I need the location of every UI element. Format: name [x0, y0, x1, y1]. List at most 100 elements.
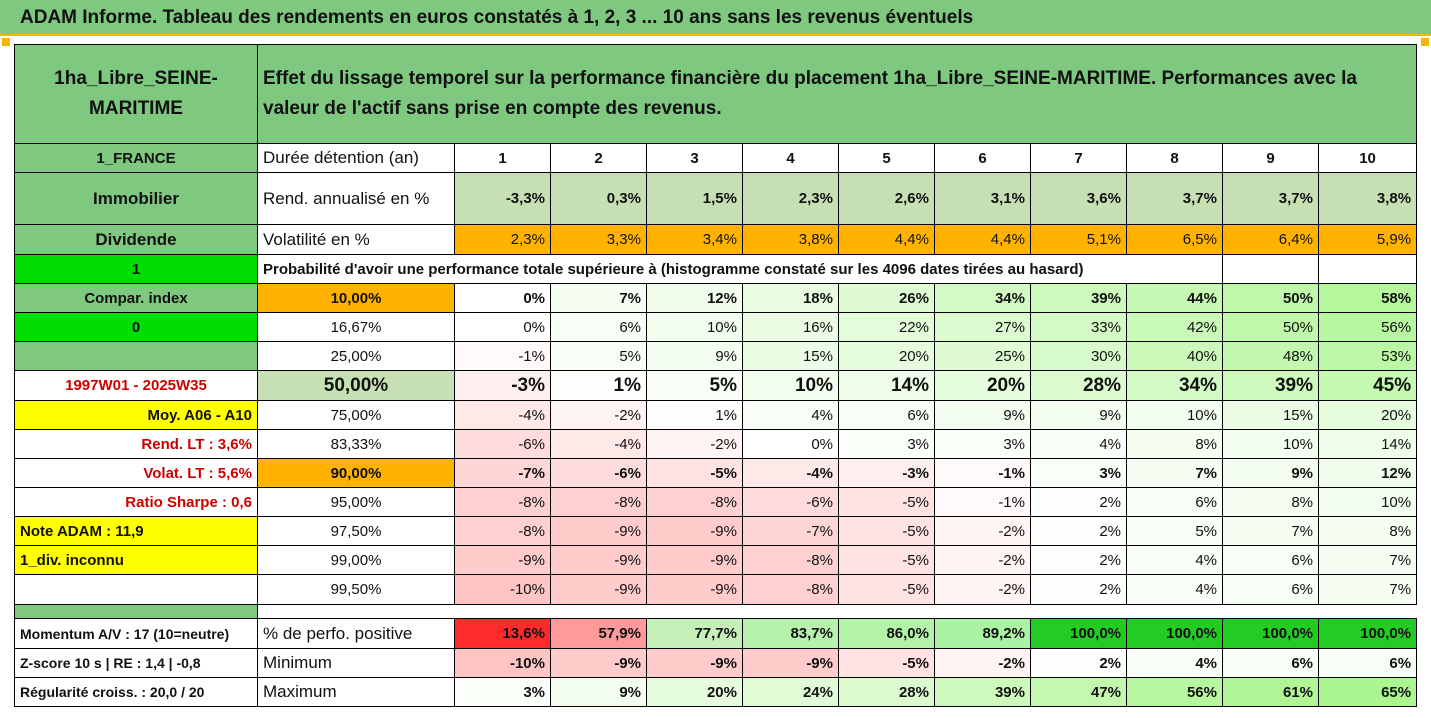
summary-value-cell: 39% [934, 677, 1031, 707]
percentile-label: 75,00% [257, 400, 455, 430]
year-cell: 1 [454, 143, 551, 173]
percentile-value-cell: 9% [934, 400, 1031, 430]
percentile-value-cell: 34% [1126, 370, 1223, 401]
percentile-value-cell: 6% [1222, 545, 1319, 575]
percentile-value-cell: 6% [1222, 574, 1319, 605]
percentile-value-cell: -4% [550, 429, 647, 459]
percentile-value-cell: -9% [550, 545, 647, 575]
summary-value-cell: -9% [742, 648, 839, 678]
percentile-value-cell: 3% [838, 429, 935, 459]
summary-value-cell: 6% [1222, 648, 1319, 678]
percentile-value-cell: 10% [1126, 400, 1223, 430]
percentile-value-cell: 6% [1126, 487, 1223, 517]
rend-row: Immobilier Rend. annualisé en % -3,3% 0,… [14, 172, 1418, 225]
percentile-label: 83,33% [257, 429, 455, 459]
year-cell: 8 [1126, 143, 1223, 173]
percentile-value-cell: 27% [934, 312, 1031, 342]
side-info-cell: 0 [14, 312, 258, 342]
percentile-value-cell: -9% [646, 545, 743, 575]
percentile-value-cell: 4% [742, 400, 839, 430]
asset-description: Effet du lissage temporel sur la perform… [256, 44, 1418, 144]
percentile-value-cell: -5% [838, 574, 935, 605]
percentile-value-cell: -1% [454, 341, 551, 371]
percentile-value-cell: 7% [1317, 574, 1418, 605]
vol-cell: 5,9% [1317, 224, 1418, 255]
summary-value-cell: 20% [646, 677, 743, 707]
empty-cell [1317, 254, 1418, 284]
summary-value-cell: 89,2% [934, 618, 1031, 649]
spacer-cell [257, 604, 1417, 619]
title-bar: ADAM Informe. Tableau des rendements en … [0, 0, 1431, 36]
empty-cell [1222, 254, 1319, 284]
percentile-value-cell: -10% [454, 574, 551, 605]
rend-cell: 2,3% [742, 172, 839, 225]
vol-cell: 4,4% [838, 224, 935, 255]
rend-cell: 3,8% [1317, 172, 1418, 225]
percentile-value-cell: 7% [1222, 516, 1319, 546]
percentile-value-cell: -7% [454, 458, 551, 488]
percentile-value-cell: 1% [646, 400, 743, 430]
percentile-value-cell: 1% [550, 370, 647, 401]
percentile-value-cell: 9% [1222, 458, 1319, 488]
percentile-row: 1_div. inconnu 99,00% -9% -9% -9% -8% -5% -2% 2%… [14, 545, 1418, 575]
percentile-value-cell: 48% [1222, 341, 1319, 371]
prob-header-row: 1 Probabilité d'avoir une performance to… [14, 254, 1418, 284]
percentile-value-cell: 25% [934, 341, 1031, 371]
percentile-value-cell: -8% [550, 487, 647, 517]
percentile-value-cell: -9% [646, 574, 743, 605]
percentile-value-cell: 12% [646, 283, 743, 313]
percentile-value-cell: 20% [838, 341, 935, 371]
summary-value-cell: 2% [1030, 648, 1127, 678]
percentile-value-cell: -1% [934, 458, 1031, 488]
percentile-value-cell: -5% [646, 458, 743, 488]
summary-value-cell: 100,0% [1222, 618, 1319, 649]
summary-side-cell: Momentum A/V : 17 (10=neutre) [14, 618, 258, 649]
percentile-value-cell: 4% [1126, 545, 1223, 575]
summary-value-cell: 28% [838, 677, 935, 707]
percentile-value-cell: 10% [1222, 429, 1319, 459]
percentile-value-cell: 15% [1222, 400, 1319, 430]
summary-value-cell: 57,9% [550, 618, 647, 649]
percentile-value-cell: 26% [838, 283, 935, 313]
summary-value-cell: 83,7% [742, 618, 839, 649]
percentile-value-cell: 3% [1030, 458, 1127, 488]
summary-row: Régularité croiss. : 20,0 / 20 Maximum 3% 9… [14, 677, 1418, 707]
percentile-row: 1997W01 - 2025W35 50,00% -3% 1% 5% 10% 14% 20% 2… [14, 370, 1418, 401]
percentile-value-cell: -7% [742, 516, 839, 546]
summary-value-cell: 9% [550, 677, 647, 707]
percentile-row: 99,50% -10% -9% -9% -8% -5% -2% 2% 4% 6% 7% [14, 574, 1418, 605]
summary-side-cell: Z-score 10 s | RE : 1,4 | -0,8 [14, 648, 258, 678]
percentile-value-cell: 9% [646, 341, 743, 371]
vol-row: Dividende Volatilité en % 2,3% 3,3% 3,4%… [14, 224, 1418, 255]
percentile-value-cell: 53% [1317, 341, 1418, 371]
percentile-label: 99,00% [257, 545, 455, 575]
vol-cell: 5,1% [1030, 224, 1127, 255]
percentile-label: 10,00% [257, 283, 455, 313]
summary-value-cell: 86,0% [838, 618, 935, 649]
summary-value-cell: 6% [1317, 648, 1418, 678]
percentile-value-cell: 39% [1030, 283, 1127, 313]
year-cell: 2 [550, 143, 647, 173]
rend-cell: 2,6% [838, 172, 935, 225]
percentile-row: 0 16,67% 0% 6% 10% 16% 22% 27% 33% 42% 50% 56% [14, 312, 1418, 342]
percentile-label: 95,00% [257, 487, 455, 517]
percentile-value-cell: 33% [1030, 312, 1127, 342]
percentile-value-cell: -3% [454, 370, 551, 401]
returns-table: 1ha_Libre_SEINE-MARITIME Effet du lissag… [14, 44, 1418, 707]
summary-value-cell: 100,0% [1317, 618, 1418, 649]
percentile-value-cell: 58% [1317, 283, 1418, 313]
percentile-value-cell: 10% [742, 370, 839, 401]
percentile-value-cell: 50% [1222, 283, 1319, 313]
percentile-value-cell: -6% [550, 458, 647, 488]
percentile-row: Volat. LT : 5,6% 90,00% -7% -6% -5% -4% -3% -1%… [14, 458, 1418, 488]
summary-value-cell: 47% [1030, 677, 1127, 707]
summary-value-cell: 65% [1317, 677, 1418, 707]
rend-label: Rend. annualisé en % [257, 172, 455, 225]
summary-value-cell: -5% [838, 648, 935, 678]
percentile-row: Compar. index 10,00% 0% 7% 12% 18% 26% 34% 39% 44… [14, 283, 1418, 313]
vol-cell: 3,3% [550, 224, 647, 255]
summary-value-cell: 13,6% [454, 618, 551, 649]
rend-cell: -3,3% [454, 172, 551, 225]
year-cell: 9 [1222, 143, 1319, 173]
